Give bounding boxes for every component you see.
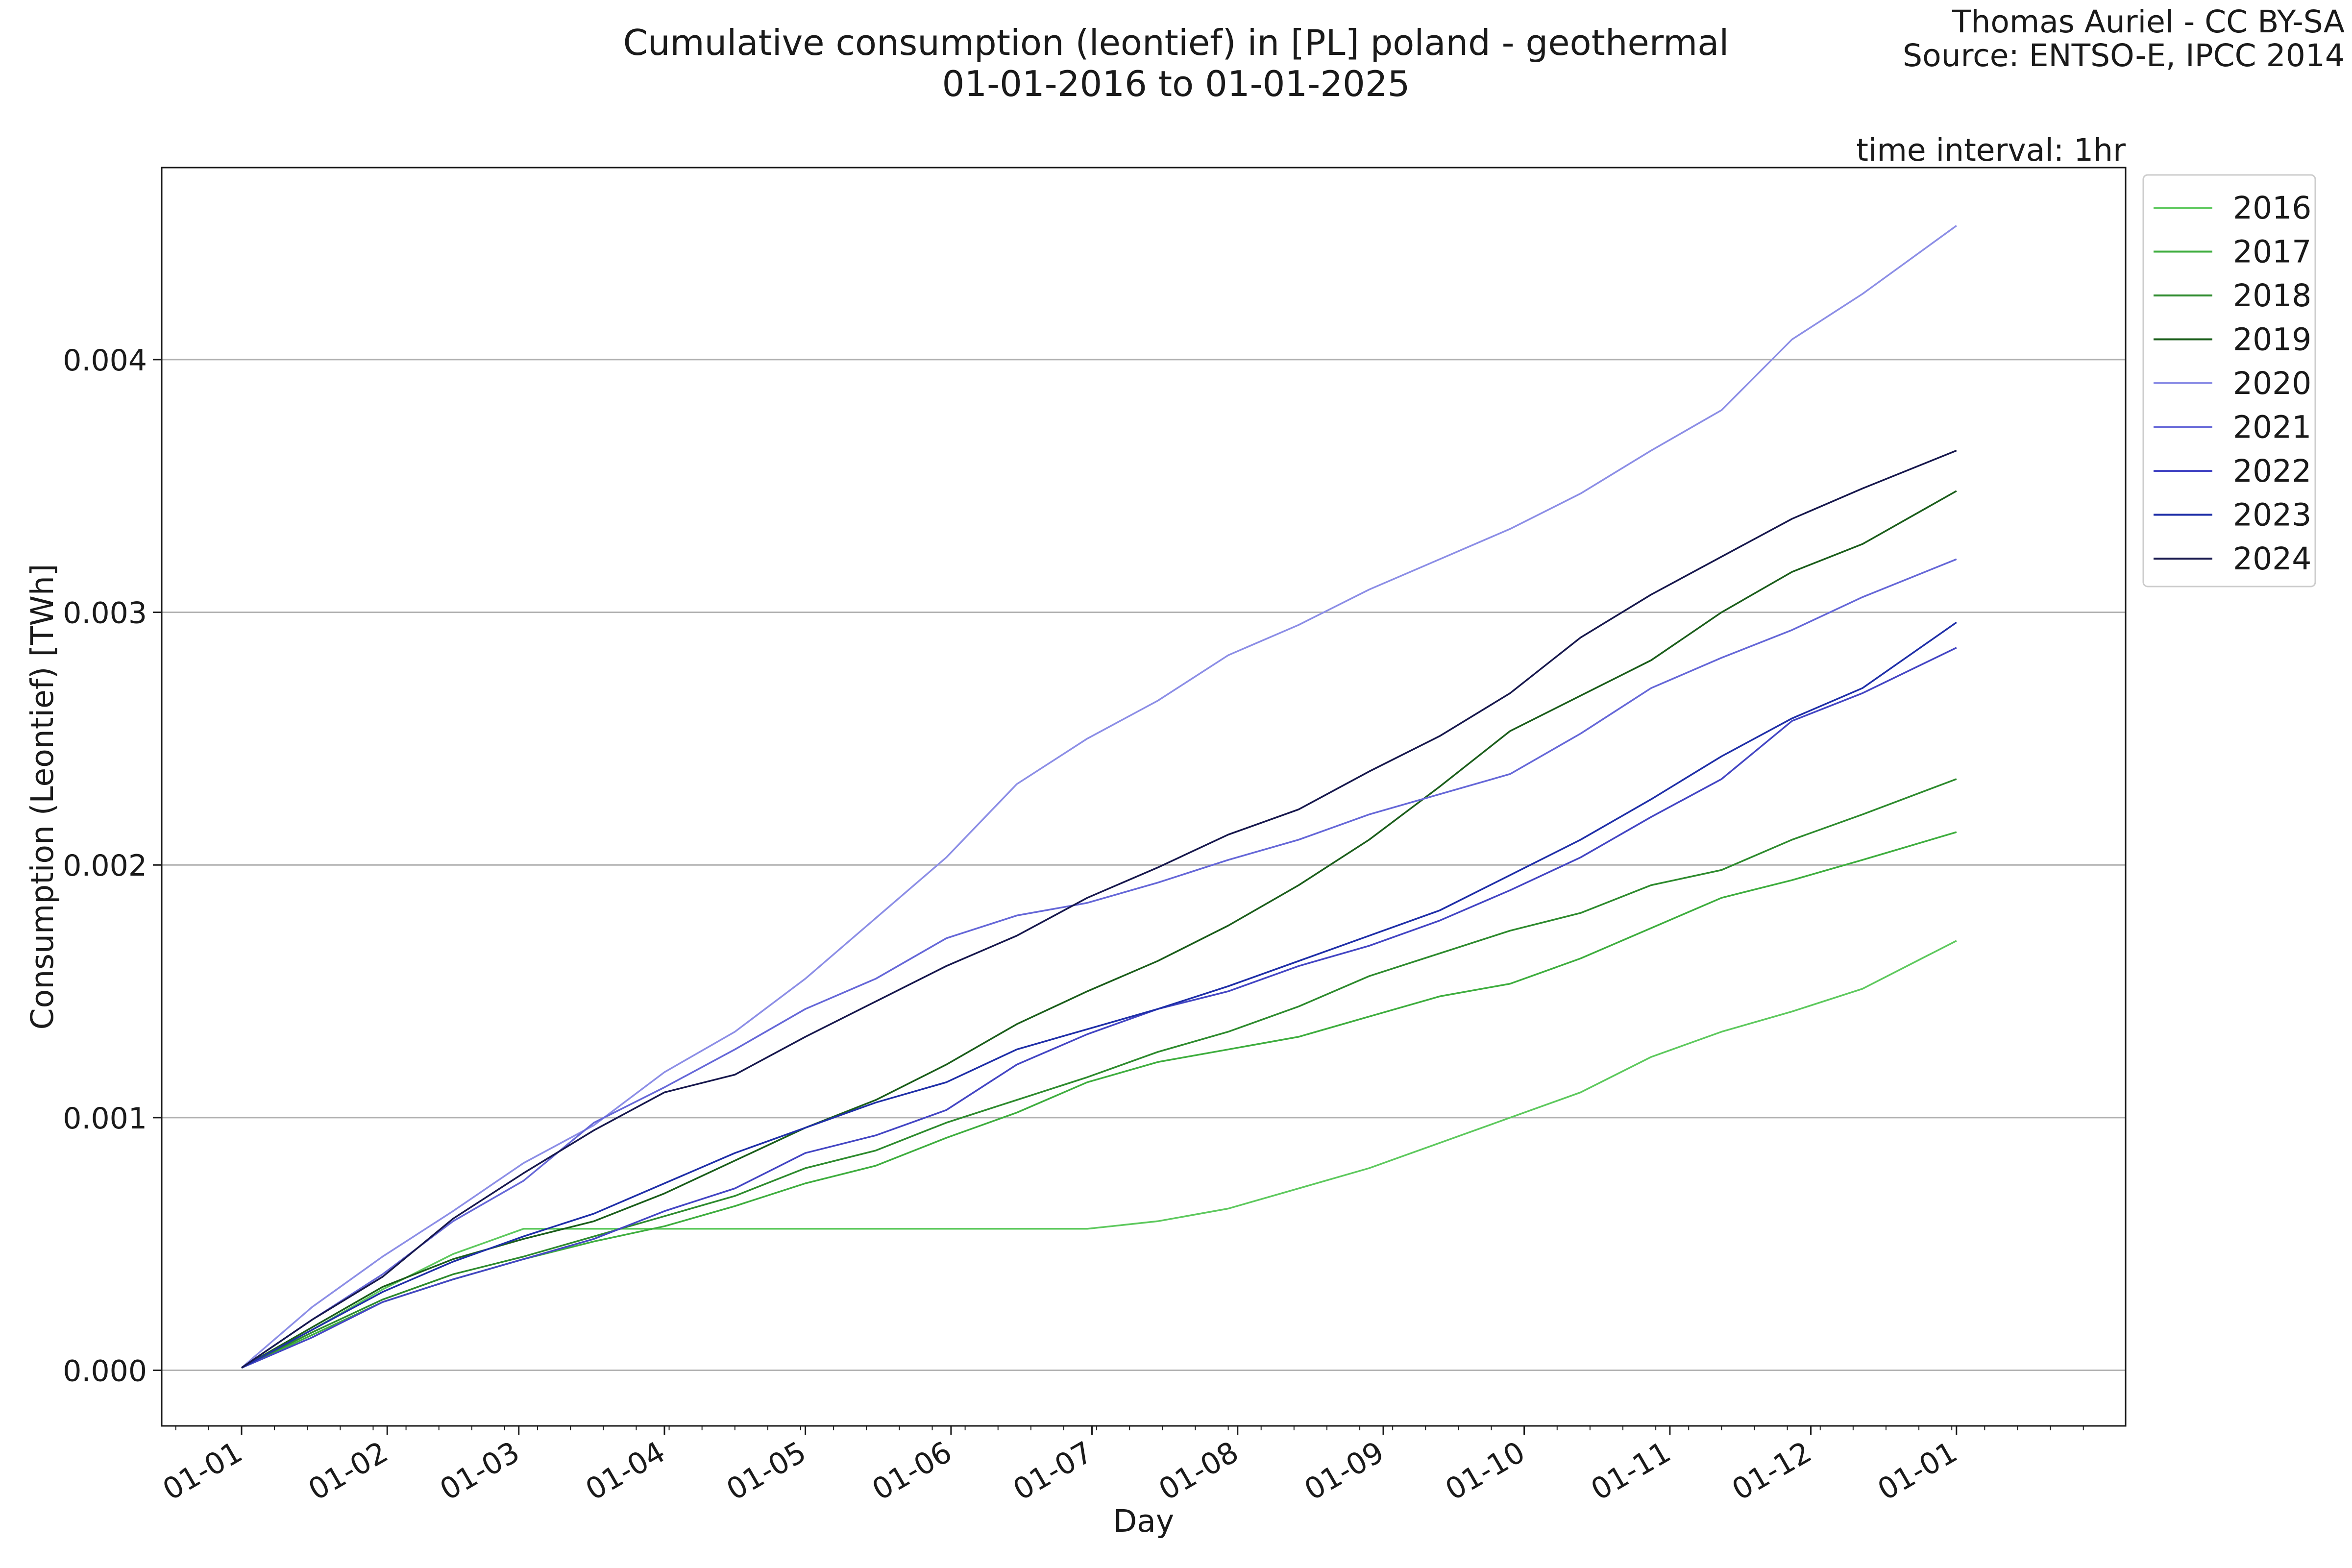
grid-lines — [162, 359, 2126, 1372]
legend-label-2020: 2020 — [2233, 366, 2311, 401]
y-tick-label: 0.004 — [63, 343, 147, 378]
y-tick-label: 0.002 — [63, 849, 147, 883]
y-axis-ticks: 0.000 0.001 0.002 0.003 0.004 — [63, 343, 162, 1389]
legend-label-2023: 2023 — [2233, 497, 2311, 533]
legend-label-2019: 2019 — [2233, 322, 2311, 358]
chart-title: Cumulative consumption (leontief) in [PL… — [623, 22, 1729, 63]
plot-frame — [161, 167, 2127, 1427]
legend-label-2017: 2017 — [2233, 234, 2311, 270]
credit-author: Thomas Auriel - CC BY-SA — [1952, 4, 2345, 40]
legend-label-2024: 2024 — [2233, 541, 2311, 577]
time-interval-note: time interval: 1hr — [1856, 132, 2126, 168]
series-line-2016 — [241, 940, 1957, 1369]
x-axis-label: Day — [1113, 1503, 1174, 1539]
y-tick-label: 0.001 — [63, 1102, 147, 1136]
series-lines — [241, 225, 1957, 1369]
series-line-2018 — [241, 778, 1957, 1369]
series-line-2024 — [241, 449, 1957, 1369]
y-axis-label: Consumption (Leontief) [TWh] — [24, 564, 60, 1030]
credit-source: Source: ENTSO-E, IPCC 2014 — [1903, 38, 2345, 74]
legend-label-2022: 2022 — [2233, 453, 2311, 489]
y-tick-label: 0.000 — [63, 1354, 147, 1389]
series-line-2019 — [241, 490, 1957, 1369]
series-line-2022 — [241, 647, 1957, 1369]
series-line-2020 — [241, 225, 1957, 1369]
chart-subtitle: 01-01-2016 to 01-01-2025 — [942, 63, 1410, 104]
series-line-2023 — [241, 621, 1957, 1369]
legend-label-2016: 2016 — [2233, 190, 2311, 226]
legend-label-2021: 2021 — [2233, 410, 2311, 445]
legend-label-2018: 2018 — [2233, 278, 2311, 314]
legend: 2016 2017 2018 2019 2020 2021 2022 2023 2024 — [2142, 174, 2316, 588]
legend-box — [2142, 174, 2316, 588]
y-tick-label: 0.003 — [63, 596, 147, 631]
series-line-2021 — [241, 558, 1957, 1369]
